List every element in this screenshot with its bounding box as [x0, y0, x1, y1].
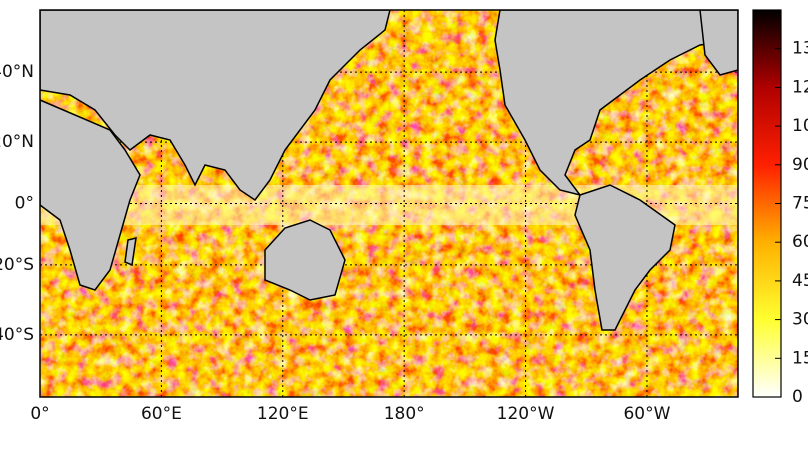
colorbar-tick-label: 135: [792, 39, 808, 59]
eurasia: [40, 10, 391, 202]
colorbar-tick-label: 60: [792, 232, 808, 252]
map-area: [40, 10, 738, 397]
colorbar-tick-label: 90: [792, 155, 808, 175]
x-tick-label: 120°E: [257, 404, 309, 424]
x-tick-label: 60°E: [141, 404, 182, 424]
africa: [40, 99, 141, 291]
y-tick-label: 40°S: [0, 325, 34, 345]
colorbar-tick-label: 30: [792, 310, 808, 330]
colorbar-tick-label: 75: [792, 194, 808, 214]
y-tick-label: 20°N: [0, 132, 34, 152]
y-tick-label: 20°S: [0, 255, 34, 275]
y-tick-label: 0°: [15, 194, 34, 214]
x-tick-label: 120°W: [497, 404, 555, 424]
madagascar: [124, 237, 137, 267]
x-tick-label: 60°W: [623, 404, 670, 424]
colorbar-tick-label: 15: [792, 348, 808, 368]
colorbar-tick-label: 105: [792, 116, 808, 136]
colorbar-tick-label: 45: [792, 271, 808, 291]
colorbar-tick-label: 120: [792, 77, 808, 97]
x-tick-label: 180°: [384, 404, 425, 424]
north-america: [494, 10, 738, 197]
south-america: [574, 184, 676, 331]
colorbar-tick-label: 0: [792, 387, 803, 407]
europe-edge: [699, 10, 738, 76]
y-tick-label: 40°N: [0, 62, 34, 82]
x-tick-label: 0°: [30, 404, 49, 424]
australia: [264, 219, 346, 301]
map-frame: [39, 9, 739, 398]
